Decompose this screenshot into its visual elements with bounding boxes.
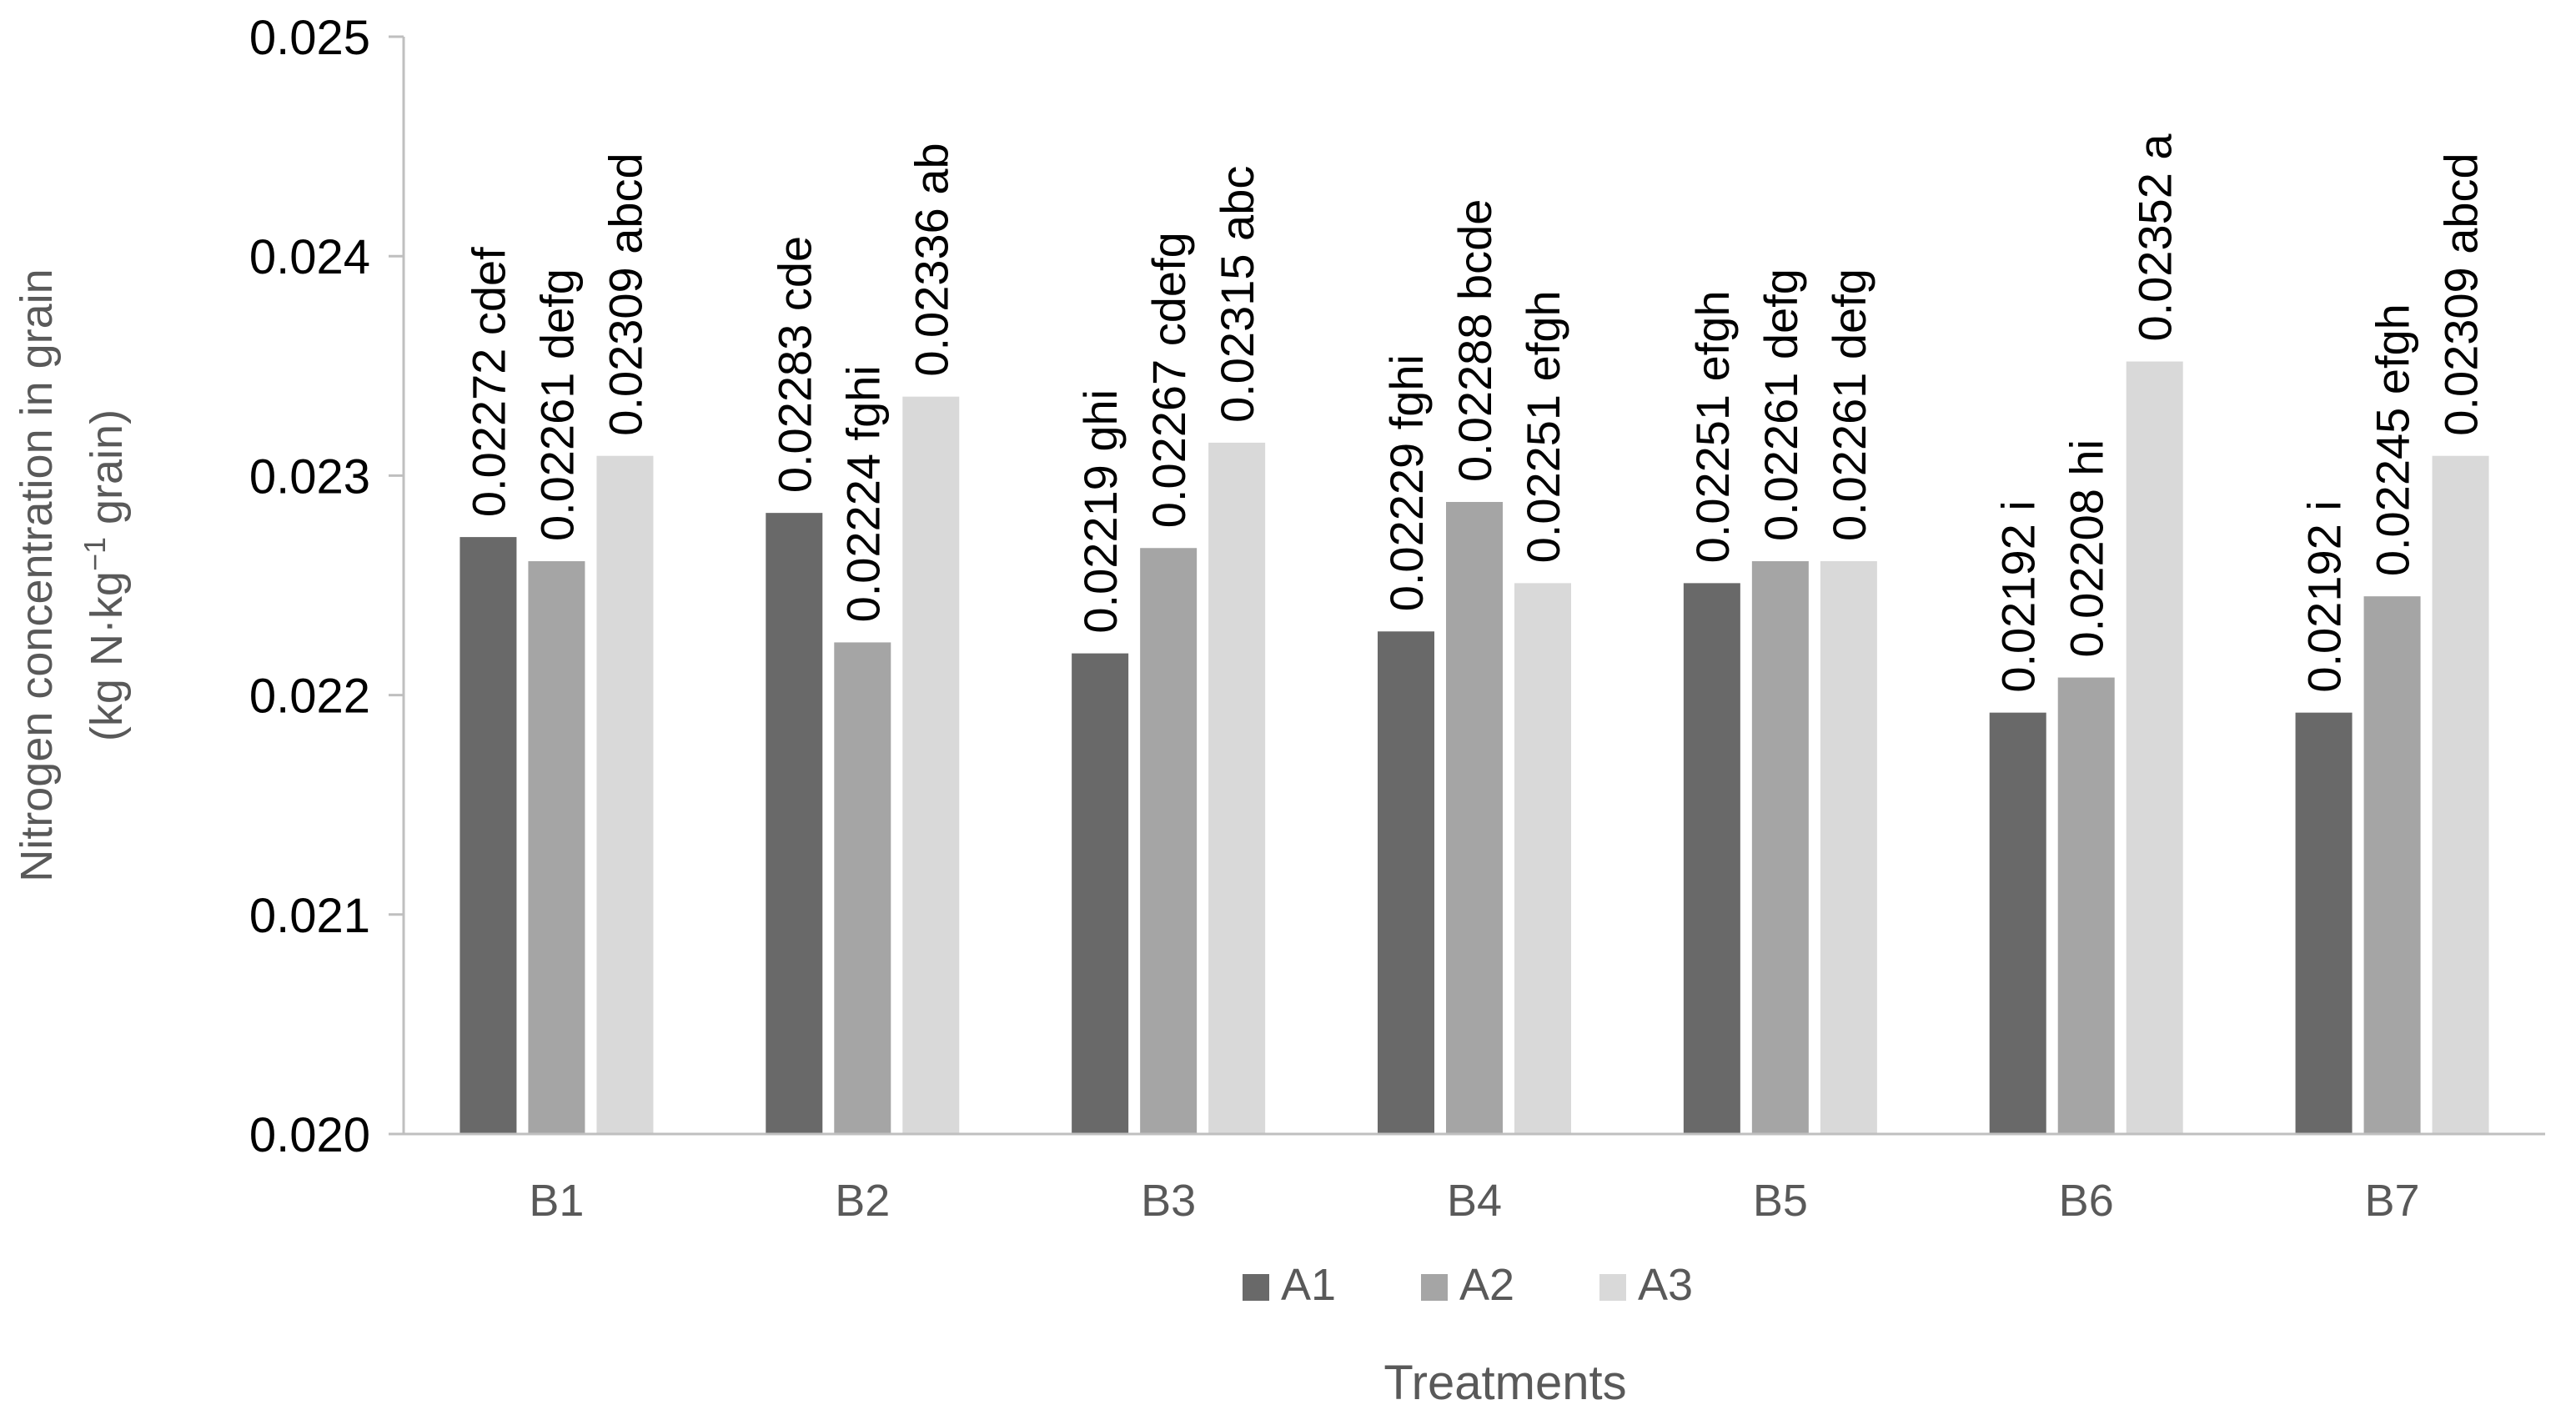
y-axis-title-unit-superscript: −1: [78, 537, 112, 571]
bar-a2-b6: [2057, 677, 2115, 1134]
bar-a2-b2: [834, 642, 891, 1134]
data-label: 0.02224 fghi: [836, 365, 889, 622]
y-tick-label: 0.022: [249, 670, 370, 724]
bars-layer: [459, 361, 2489, 1134]
data-label: 0.02315 abc: [1211, 166, 1263, 423]
legend-label-a1: A1: [1281, 1260, 1336, 1310]
y-axis-title-line2: (kg N·kg−1 grain): [78, 409, 132, 741]
y-axis-title: Nitrogen concentration in grain (kg N·kg…: [12, 268, 132, 881]
x-tick-label: B6: [2059, 1176, 2114, 1226]
bar-a1-b3: [1072, 653, 1129, 1134]
bar-a1-b5: [1683, 583, 1740, 1134]
data-label: 0.02261 defg: [1755, 268, 1807, 541]
data-label: 0.02272 cdef: [462, 247, 515, 517]
legend-swatch-a2: [1421, 1274, 1448, 1301]
bar-a3-b2: [902, 396, 960, 1134]
bar-a2-b4: [1446, 501, 1503, 1134]
bar-a1-b4: [1378, 631, 1434, 1134]
y-axis-title-line1: Nitrogen concentration in grain: [12, 268, 62, 881]
data-label: 0.02261 defg: [1823, 268, 1876, 541]
x-tick-label: B2: [835, 1176, 890, 1226]
bar-a1-b1: [459, 537, 517, 1134]
legend-swatch-a1: [1243, 1274, 1269, 1301]
axes-layer: [402, 37, 2545, 1136]
data-label: 0.02251 efgh: [1686, 290, 1739, 563]
bar-a2-b1: [528, 561, 585, 1134]
legend-label-a3: A3: [1638, 1260, 1693, 1310]
y-ticks-layer: 0.020 0.021 0.022 0.023 0.024 0.025: [249, 11, 404, 1162]
legend-swatch-a3: [1599, 1274, 1626, 1301]
data-label: 0.02229 fghi: [1380, 354, 1433, 611]
data-label: 0.02336 ab: [905, 143, 957, 376]
data-label: 0.02208 hi: [2061, 439, 2113, 658]
bar-a2-b5: [1751, 561, 1809, 1134]
y-tick-label: 0.025: [249, 11, 370, 65]
bar-a3-b7: [2432, 455, 2489, 1134]
bar-a3-b3: [1208, 442, 1266, 1134]
bar-a3-b1: [596, 455, 654, 1134]
bar-a3-b5: [1820, 561, 1877, 1134]
y-tick-label: 0.024: [249, 230, 370, 284]
x-tick-label: B5: [1753, 1176, 1808, 1226]
bar-a3-b4: [1514, 583, 1571, 1134]
legend-label-a2: A2: [1459, 1260, 1514, 1310]
data-label: 0.02245 efgh: [2367, 304, 2419, 576]
bar-a2-b3: [1140, 548, 1198, 1134]
data-label: 0.02192 i: [2298, 500, 2351, 692]
data-label: 0.02283 cde: [768, 236, 821, 493]
y-tick-label: 0.023: [249, 449, 370, 504]
bar-a1-b6: [1989, 712, 2046, 1134]
data-label: 0.02352 a: [2129, 133, 2182, 342]
bar-a1-b2: [766, 513, 823, 1134]
x-axis-title: Treatments: [1383, 1356, 1626, 1410]
data-label: 0.02219 ghi: [1074, 389, 1127, 634]
data-label: 0.02251 efgh: [1517, 290, 1569, 563]
data-labels-layer: 0.02272 cdef 0.02261 defg 0.02309 abcd 0.02…: [462, 133, 2487, 693]
data-label: 0.02309 abcd: [599, 153, 651, 435]
data-label: 0.02192 i: [1992, 500, 2045, 692]
x-tick-label: B3: [1141, 1176, 1196, 1226]
y-axis-title-unit-prefix: (kg N·kg: [82, 571, 132, 741]
legend: A1 A2 A3: [1243, 1260, 1693, 1310]
x-ticks-layer: B1 B2 B3 B4 B5 B6 B7: [529, 1176, 2419, 1226]
x-tick-label: B4: [1447, 1176, 1502, 1226]
bar-a1-b7: [2295, 712, 2353, 1134]
y-axis-title-unit-suffix: grain): [82, 409, 132, 537]
y-tick-label: 0.020: [249, 1108, 370, 1162]
data-label: 0.02267 cdefg: [1142, 232, 1195, 528]
x-tick-label: B1: [529, 1176, 584, 1226]
data-label: 0.02288 bcde: [1449, 199, 1501, 482]
data-label: 0.02261 defg: [530, 268, 583, 541]
data-label: 0.02309 abcd: [2435, 153, 2488, 435]
x-tick-label: B7: [2365, 1176, 2420, 1226]
bar-a2-b7: [2363, 596, 2421, 1134]
y-tick-label: 0.021: [249, 889, 370, 943]
bar-a3-b6: [2126, 361, 2183, 1134]
